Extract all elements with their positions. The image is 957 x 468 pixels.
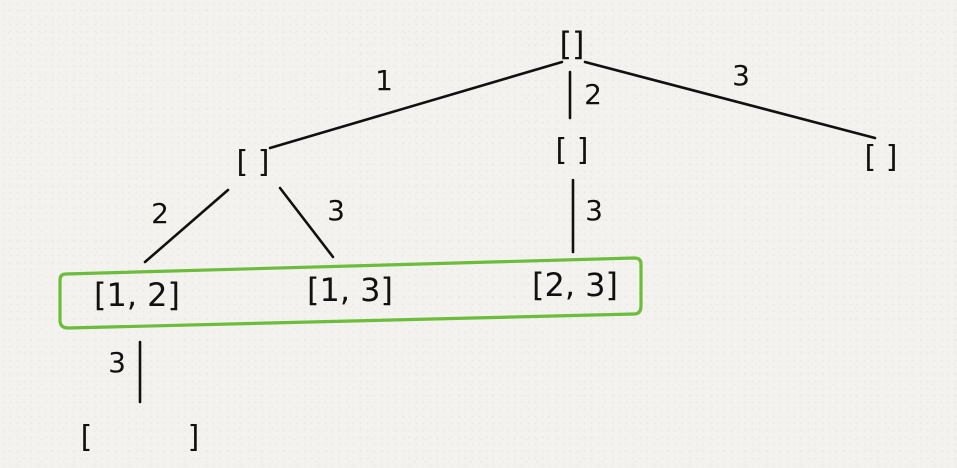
edge-label-3-left: 3 bbox=[327, 194, 345, 227]
level1-node-c: [ ] bbox=[865, 140, 898, 175]
edge-label-2: 2 bbox=[584, 78, 602, 111]
level2-node-a: [1, 2] bbox=[94, 276, 180, 314]
edge-level1-a-to-level2-a bbox=[143, 188, 230, 264]
edge-root-to-level1-c bbox=[583, 60, 877, 140]
edge-level1-a-to-level2-b bbox=[278, 186, 335, 259]
edge-label-3: 3 bbox=[732, 59, 750, 92]
level1-node-b: [ ] bbox=[556, 133, 589, 168]
result-highlight-box bbox=[58, 256, 643, 330]
root-node: [] bbox=[560, 25, 585, 63]
edge-label-1: 1 bbox=[375, 64, 393, 97]
level3-node-a: [ ] bbox=[81, 420, 200, 455]
edge-label-3-middle: 3 bbox=[585, 194, 603, 227]
edge-root-to-level1-a bbox=[268, 60, 564, 150]
edge-label-2-left: 2 bbox=[151, 197, 169, 230]
level1-node-a: [ ] bbox=[237, 145, 270, 180]
level2-node-b: [1, 3] bbox=[307, 271, 393, 309]
level2-node-c: [2, 3] bbox=[532, 266, 618, 304]
edge-label-3-bottom: 3 bbox=[108, 346, 126, 379]
